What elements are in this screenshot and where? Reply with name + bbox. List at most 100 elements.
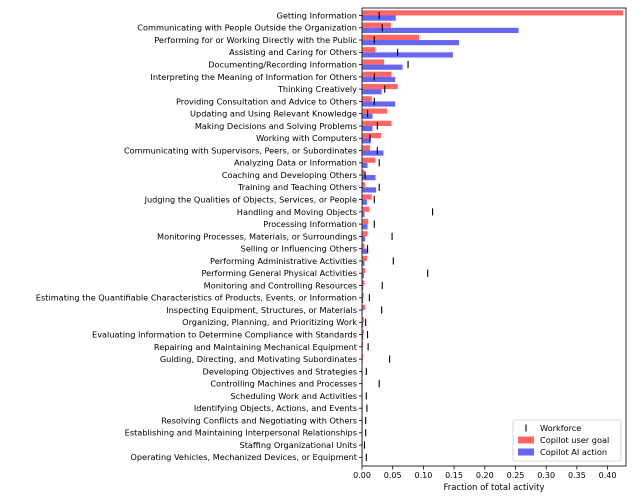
bar-goal-1 [362, 22, 391, 28]
category-label-7: Providing Consultation and Advice to Oth… [176, 96, 357, 106]
bars-layer [362, 10, 623, 463]
category-label-30: Controlling Machines and Processes [210, 379, 357, 389]
category-label-28: Guiding, Directing, and Motivating Subor… [160, 354, 357, 364]
category-label-0: Getting Information [277, 10, 357, 20]
legend-label-goal: Copilot user goal [540, 435, 609, 445]
x-tick-label-8: 0.40 [599, 471, 617, 480]
bar-action-22 [362, 285, 364, 291]
category-label-1: Communicating with People Outside the Or… [137, 23, 357, 33]
bar-action-25 [362, 322, 364, 328]
category-labels-layer: Getting Information Communicating with Pe… [36, 10, 358, 462]
category-label-24: Inspecting Equipment, Structures, or Mat… [166, 305, 357, 315]
bar-action-16 [362, 211, 365, 218]
bar-goal-13 [362, 169, 365, 176]
bar-goal-16 [362, 206, 370, 212]
workforce-markers-layer [363, 11, 434, 461]
bar-goal-5 [362, 71, 392, 77]
bar-goal-26 [362, 329, 364, 335]
x-axis-title: Fraction of total activity [444, 483, 545, 493]
bar-goal-18 [362, 231, 368, 237]
category-label-19: Selling or Influencing Others [241, 244, 357, 254]
category-label-26: Evaluating Information to Determine Comp… [92, 329, 357, 339]
x-tick-label-2: 0.10 [414, 471, 432, 480]
category-label-20: Performing Administrative Activities [210, 256, 357, 266]
category-label-8: Updating and Using Relevant Knowledge [190, 109, 357, 119]
bar-goal-6 [362, 83, 398, 90]
category-label-32: Identifying Objects, Actions, and Events [194, 403, 357, 413]
bar-action-26 [362, 334, 364, 340]
bar-action-11 [362, 150, 384, 156]
bar-action-13 [362, 175, 376, 181]
category-label-9: Making Decisions and Solving Problems [195, 121, 357, 131]
category-label-33: Resolving Conflicts and Negotiating with… [161, 415, 357, 425]
bar-action-6 [362, 89, 382, 95]
bar-goal-15 [362, 194, 372, 200]
x-tick-labels-layer: 0.00 0.05 0.10 0.15 0.20 0.25 0.30 0.35 0.40 [353, 471, 616, 480]
bar-goal-10 [362, 133, 382, 139]
category-label-18: Monitoring Processes, Materials, or Surr… [157, 231, 357, 241]
bar-action-12 [362, 162, 368, 168]
bar-action-17 [362, 224, 368, 230]
axes-layer [359, 7, 627, 470]
category-label-25: Organizing, Planning, and Prioritizing W… [182, 317, 357, 327]
bar-action-2 [362, 40, 459, 46]
bar-action-20 [362, 260, 365, 267]
x-tick-label-4: 0.20 [476, 471, 494, 480]
category-label-2: Performing for or Working Directly with … [154, 35, 357, 45]
bar-goal-17 [362, 218, 369, 225]
bar-goal-22 [362, 280, 365, 286]
legend-swatch-action [518, 448, 534, 456]
bar-goal-9 [362, 120, 392, 126]
bar-goal-3 [362, 47, 376, 53]
category-label-16: Handling and Moving Objects [237, 207, 357, 217]
bar-goal-14 [362, 182, 366, 188]
bar-action-5 [362, 76, 396, 83]
bar-action-21 [362, 273, 364, 279]
bar-goal-28 [362, 353, 364, 360]
category-label-27: Repairing and Maintaining Mechanical Equ… [154, 342, 358, 352]
bar-goal-21 [362, 268, 366, 274]
bar-goal-12 [362, 157, 376, 163]
category-label-6: Thinking Creatively [277, 84, 357, 94]
bar-action-10 [362, 138, 371, 144]
category-label-10: Working with Computers [256, 133, 357, 143]
legend-swatch-goal [518, 436, 534, 444]
category-label-23: Estimating the Quantifiable Characterist… [36, 293, 357, 303]
category-label-14: Training and Teaching Others [237, 182, 357, 192]
bar-goal-11 [362, 145, 370, 151]
category-label-21: Performing General Physical Activities [201, 268, 357, 278]
bar-action-14 [362, 187, 377, 193]
bar-goal-20 [362, 255, 367, 261]
bar-action-4 [362, 64, 403, 70]
bar-action-1 [362, 27, 519, 33]
category-label-3: Assisting and Caring for Others [229, 47, 357, 57]
legend-label-workforce: Workforce [540, 423, 581, 433]
x-tick-label-5: 0.25 [507, 471, 525, 480]
bar-goal-8 [362, 108, 388, 114]
bar-action-15 [362, 199, 367, 205]
category-label-34: Establishing and Maintaining Interperson… [125, 428, 357, 438]
x-tick-label-0: 0.00 [353, 471, 371, 480]
bar-action-18 [362, 236, 366, 242]
x-tick-label-6: 0.30 [537, 471, 555, 480]
legend: Workforce Copilot user goal Copilot AI act… [512, 419, 622, 462]
x-tick-label-7: 0.35 [568, 471, 586, 480]
legend-box [512, 419, 622, 462]
category-label-29: Developing Objectives and Strategies [203, 366, 357, 376]
category-label-13: Coaching and Developing Others [222, 170, 357, 180]
plot-frame [361, 7, 627, 467]
bar-action-19 [362, 248, 369, 254]
bar-goal-19 [362, 243, 365, 249]
category-label-4: Documenting/Recording Information [208, 59, 357, 69]
legend-label-action: Copilot AI action [540, 447, 607, 457]
bar-goal-25 [362, 317, 364, 323]
bar-goal-23 [362, 292, 364, 298]
bar-goal-2 [362, 34, 420, 41]
category-label-31: Scheduling Work and Activities [230, 391, 357, 401]
bar-goal-0 [362, 10, 623, 16]
x-tick-label-1: 0.05 [384, 471, 402, 480]
bar-action-9 [362, 125, 373, 132]
bar-action-7 [362, 101, 396, 107]
category-label-36: Operating Vehicles, Mechanized Devices, … [130, 452, 357, 462]
